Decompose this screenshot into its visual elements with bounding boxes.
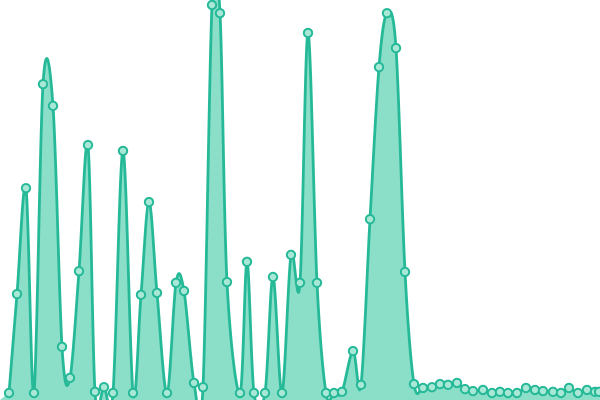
data-point-marker[interactable] [381,7,393,19]
data-point-marker[interactable] [537,385,549,397]
data-point-marker[interactable] [311,277,323,289]
data-point-marker[interactable] [178,285,190,297]
data-point-marker[interactable] [143,196,155,208]
data-point-marker[interactable] [511,387,523,399]
data-point-marker[interactable] [555,387,567,399]
data-point-marker[interactable] [373,61,385,73]
data-point-marker[interactable] [520,382,532,394]
data-point-marker[interactable] [170,277,182,289]
data-point-marker[interactable] [347,345,359,357]
data-point-marker[interactable] [37,78,49,90]
data-point-marker[interactable] [3,387,15,399]
data-point-marker[interactable] [336,386,348,398]
data-point-marker[interactable] [259,387,271,399]
data-point-marker[interactable] [294,277,306,289]
data-point-marker[interactable] [11,288,23,300]
data-point-markers [3,0,600,399]
data-point-marker[interactable] [355,379,367,391]
data-point-marker[interactable] [161,387,173,399]
data-point-marker[interactable] [267,271,279,283]
data-point-marker[interactable] [285,249,297,261]
data-point-marker[interactable] [64,372,76,384]
data-point-marker[interactable] [477,384,489,396]
data-point-marker[interactable] [206,0,218,11]
data-point-marker[interactable] [563,382,575,394]
data-point-marker[interactable] [417,382,429,394]
data-point-marker[interactable] [276,387,288,399]
data-point-marker[interactable] [302,27,314,39]
data-point-marker[interactable] [214,7,226,19]
data-point-marker[interactable] [82,139,94,151]
data-point-marker[interactable] [364,213,376,225]
data-point-marker[interactable] [188,377,200,389]
data-point-marker[interactable] [56,341,68,353]
data-point-marker[interactable] [572,387,584,399]
data-point-marker[interactable] [107,387,119,399]
data-point-marker[interactable] [442,379,454,391]
data-point-marker[interactable] [593,386,600,398]
data-point-marker[interactable] [89,386,101,398]
data-point-marker[interactable] [197,381,209,393]
data-point-marker[interactable] [241,256,253,268]
data-point-marker[interactable] [234,387,246,399]
data-point-marker[interactable] [248,387,260,399]
data-point-marker[interactable] [98,381,110,393]
data-point-marker[interactable] [451,377,463,389]
data-point-marker[interactable] [47,100,59,112]
data-point-marker[interactable] [467,385,479,397]
data-point-marker[interactable] [390,42,402,54]
data-point-marker[interactable] [20,182,32,194]
data-point-marker[interactable] [502,387,514,399]
data-point-marker[interactable] [135,289,147,301]
data-point-marker[interactable] [73,265,85,277]
data-point-marker[interactable] [151,287,163,299]
data-point-marker[interactable] [117,145,129,157]
data-point-marker[interactable] [127,387,139,399]
data-point-marker[interactable] [399,266,411,278]
data-point-marker[interactable] [221,276,233,288]
data-point-marker[interactable] [28,387,40,399]
data-point-marker[interactable] [408,378,420,390]
